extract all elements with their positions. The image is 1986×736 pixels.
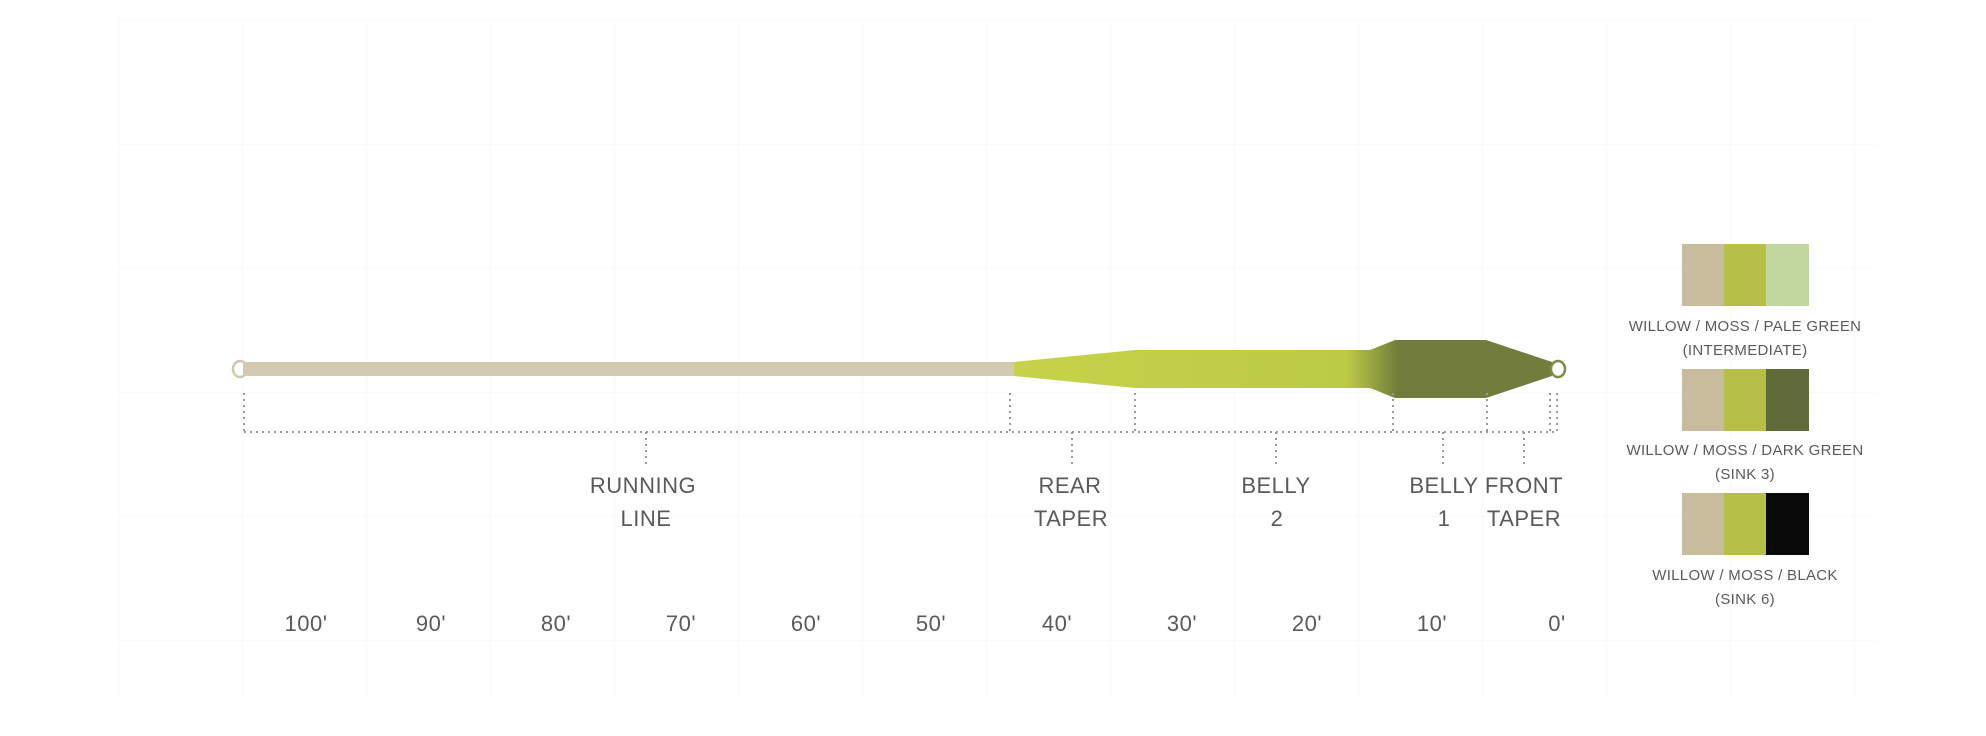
scale-tick-label: 70' — [666, 611, 696, 636]
legend-label-sink-3: WILLOW / MOSS / DARK GREEN — [1627, 442, 1864, 459]
swatch-moss — [1724, 244, 1766, 306]
running-line-label-2: LINE — [621, 506, 672, 531]
scale-tick-label: 0' — [1548, 611, 1565, 636]
front-loop — [1549, 359, 1567, 379]
swatch-pale-green — [1766, 244, 1809, 306]
swatch-willow — [1682, 244, 1724, 306]
scale-tick-label: 30' — [1167, 611, 1197, 636]
belly-1-label-2: 1 — [1438, 506, 1451, 531]
rear-taper-label-2: TAPER — [1034, 506, 1108, 531]
legend-item-intermediate: WILLOW / MOSS / PALE GREEN (INTERMEDIATE… — [1629, 244, 1862, 359]
background-grid — [118, 20, 1878, 700]
scale-tick-label: 90' — [416, 611, 446, 636]
belly-2-label-2: 2 — [1271, 506, 1284, 531]
swatch-moss — [1724, 369, 1766, 431]
legend-sublabel-sink-6: (SINK 6) — [1715, 591, 1775, 608]
running-line-segment — [243, 362, 1016, 376]
swatch-willow — [1682, 369, 1724, 431]
color-legend: WILLOW / MOSS / PALE GREEN (INTERMEDIATE… — [1627, 244, 1864, 608]
swatch-dark-green — [1766, 369, 1809, 431]
running-line-label: RUNNING — [590, 473, 696, 498]
legend-item-sink-6: WILLOW / MOSS / BLACK (SINK 6) — [1652, 493, 1838, 608]
rear-taper-label: REAR — [1038, 473, 1101, 498]
segment-labels: RUNNING LINE REAR TAPER BELLY 2 BELLY 1 … — [590, 473, 1563, 531]
swatch-moss — [1724, 493, 1766, 555]
scale-tick-label: 50' — [916, 611, 946, 636]
belly-1-label: BELLY — [1409, 473, 1478, 498]
legend-item-sink-3: WILLOW / MOSS / DARK GREEN (SINK 3) — [1627, 369, 1864, 483]
scale-tick-label: 100' — [285, 611, 328, 636]
scale-tick-label: 80' — [541, 611, 571, 636]
scale-tick-label: 40' — [1042, 611, 1072, 636]
legend-label-sink-6: WILLOW / MOSS / BLACK — [1652, 567, 1838, 584]
belly-2-label: BELLY — [1241, 473, 1310, 498]
rear-taper-belly2-segment — [1014, 340, 1400, 398]
legend-sublabel-intermediate: (INTERMEDIATE) — [1683, 342, 1808, 359]
legend-label-intermediate: WILLOW / MOSS / PALE GREEN — [1629, 318, 1862, 335]
belly1-front-taper-segment — [1398, 340, 1552, 398]
distance-scale: 100' 90' 80' 70' 60' 50' 40' 30' 20' 10'… — [285, 611, 1566, 636]
scale-tick-label: 10' — [1417, 611, 1447, 636]
scale-tick-label: 20' — [1292, 611, 1322, 636]
dimension-brackets — [243, 393, 1558, 466]
swatch-black — [1766, 493, 1809, 555]
scale-tick-label: 60' — [791, 611, 821, 636]
legend-sublabel-sink-3: (SINK 3) — [1715, 466, 1775, 483]
front-taper-label-2: TAPER — [1487, 506, 1561, 531]
swatch-willow — [1682, 493, 1724, 555]
fly-line — [231, 340, 1567, 398]
front-taper-label: FRONT — [1485, 473, 1563, 498]
